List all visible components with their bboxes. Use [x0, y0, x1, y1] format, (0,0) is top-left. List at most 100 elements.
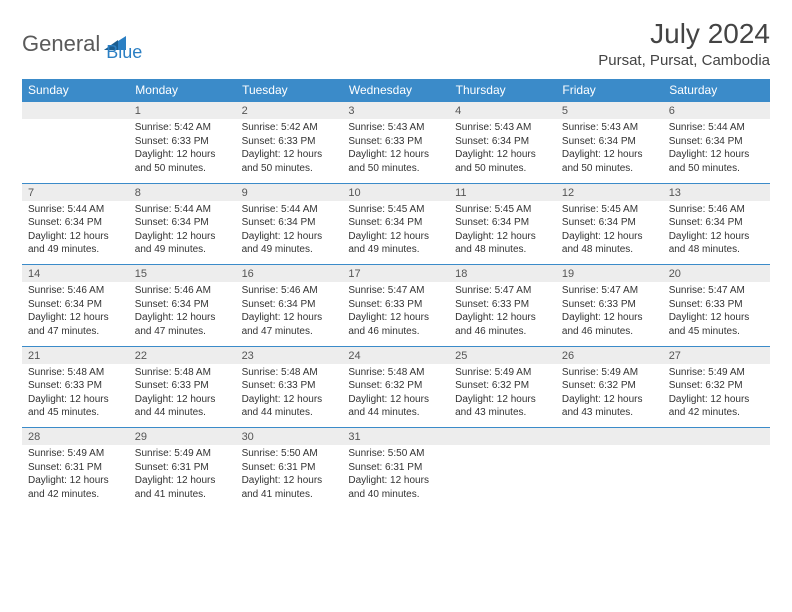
sunset-line: Sunset: 6:34 PM — [135, 298, 230, 312]
day-number: 20 — [663, 265, 770, 283]
day-number: 23 — [236, 346, 343, 364]
daylight-line: Daylight: 12 hours and 49 minutes. — [135, 230, 230, 257]
sunset-line: Sunset: 6:34 PM — [135, 216, 230, 230]
sunset-line: Sunset: 6:33 PM — [135, 135, 230, 149]
sunrise-line: Sunrise: 5:44 AM — [242, 203, 337, 217]
sunrise-line: Sunrise: 5:42 AM — [135, 121, 230, 135]
daylight-line: Daylight: 12 hours and 47 minutes. — [135, 311, 230, 338]
day-cell: Sunrise: 5:46 AMSunset: 6:34 PMDaylight:… — [236, 282, 343, 346]
sunrise-line: Sunrise: 5:50 AM — [348, 447, 443, 461]
sunset-line: Sunset: 6:33 PM — [348, 135, 443, 149]
weekday-header: Thursday — [449, 79, 556, 102]
daylight-line: Daylight: 12 hours and 40 minutes. — [348, 474, 443, 501]
day-cell: Sunrise: 5:42 AMSunset: 6:33 PMDaylight:… — [236, 119, 343, 183]
sunset-line: Sunset: 6:33 PM — [28, 379, 123, 393]
day-number: 27 — [663, 346, 770, 364]
day-number — [663, 428, 770, 446]
day-number-row: 21222324252627 — [22, 346, 770, 364]
sunrise-line: Sunrise: 5:48 AM — [242, 366, 337, 380]
day-cell: Sunrise: 5:49 AMSunset: 6:31 PMDaylight:… — [129, 445, 236, 509]
sunrise-line: Sunrise: 5:47 AM — [669, 284, 764, 298]
sunset-line: Sunset: 6:31 PM — [28, 461, 123, 475]
day-cell: Sunrise: 5:47 AMSunset: 6:33 PMDaylight:… — [663, 282, 770, 346]
day-number: 12 — [556, 183, 663, 201]
day-number: 31 — [342, 428, 449, 446]
day-cell: Sunrise: 5:45 AMSunset: 6:34 PMDaylight:… — [449, 201, 556, 265]
sunrise-line: Sunrise: 5:43 AM — [348, 121, 443, 135]
weekday-header: Monday — [129, 79, 236, 102]
day-cell: Sunrise: 5:44 AMSunset: 6:34 PMDaylight:… — [236, 201, 343, 265]
sunrise-line: Sunrise: 5:48 AM — [28, 366, 123, 380]
daylight-line: Daylight: 12 hours and 46 minutes. — [455, 311, 550, 338]
day-number: 26 — [556, 346, 663, 364]
day-number: 28 — [22, 428, 129, 446]
day-number: 8 — [129, 183, 236, 201]
day-cell — [22, 119, 129, 183]
daylight-line: Daylight: 12 hours and 42 minutes. — [28, 474, 123, 501]
sunrise-line: Sunrise: 5:46 AM — [135, 284, 230, 298]
sunset-line: Sunset: 6:34 PM — [348, 216, 443, 230]
day-cell: Sunrise: 5:50 AMSunset: 6:31 PMDaylight:… — [236, 445, 343, 509]
sunrise-line: Sunrise: 5:46 AM — [28, 284, 123, 298]
day-cell: Sunrise: 5:49 AMSunset: 6:31 PMDaylight:… — [22, 445, 129, 509]
sunrise-line: Sunrise: 5:47 AM — [455, 284, 550, 298]
day-number: 19 — [556, 265, 663, 283]
day-cell: Sunrise: 5:43 AMSunset: 6:34 PMDaylight:… — [449, 119, 556, 183]
logo-text-blue: Blue — [106, 42, 142, 63]
day-cell: Sunrise: 5:48 AMSunset: 6:33 PMDaylight:… — [22, 364, 129, 428]
sunrise-line: Sunrise: 5:48 AM — [135, 366, 230, 380]
day-number — [449, 428, 556, 446]
day-number: 17 — [342, 265, 449, 283]
day-cell: Sunrise: 5:46 AMSunset: 6:34 PMDaylight:… — [22, 282, 129, 346]
day-cell: Sunrise: 5:44 AMSunset: 6:34 PMDaylight:… — [129, 201, 236, 265]
sunrise-line: Sunrise: 5:46 AM — [242, 284, 337, 298]
sunrise-line: Sunrise: 5:44 AM — [135, 203, 230, 217]
daylight-line: Daylight: 12 hours and 50 minutes. — [562, 148, 657, 175]
weekday-header: Friday — [556, 79, 663, 102]
day-content-row: Sunrise: 5:42 AMSunset: 6:33 PMDaylight:… — [22, 119, 770, 183]
location-text: Pursat, Pursat, Cambodia — [598, 52, 770, 69]
day-cell: Sunrise: 5:46 AMSunset: 6:34 PMDaylight:… — [663, 201, 770, 265]
weekday-header-row: Sunday Monday Tuesday Wednesday Thursday… — [22, 79, 770, 102]
day-number: 18 — [449, 265, 556, 283]
day-cell: Sunrise: 5:46 AMSunset: 6:34 PMDaylight:… — [129, 282, 236, 346]
daylight-line: Daylight: 12 hours and 41 minutes. — [242, 474, 337, 501]
day-cell: Sunrise: 5:47 AMSunset: 6:33 PMDaylight:… — [449, 282, 556, 346]
sunset-line: Sunset: 6:33 PM — [135, 379, 230, 393]
day-number: 30 — [236, 428, 343, 446]
daylight-line: Daylight: 12 hours and 43 minutes. — [455, 393, 550, 420]
sunrise-line: Sunrise: 5:45 AM — [562, 203, 657, 217]
daylight-line: Daylight: 12 hours and 45 minutes. — [28, 393, 123, 420]
sunset-line: Sunset: 6:32 PM — [455, 379, 550, 393]
daylight-line: Daylight: 12 hours and 43 minutes. — [562, 393, 657, 420]
sunrise-line: Sunrise: 5:44 AM — [28, 203, 123, 217]
day-cell: Sunrise: 5:47 AMSunset: 6:33 PMDaylight:… — [342, 282, 449, 346]
weekday-header: Wednesday — [342, 79, 449, 102]
day-number: 11 — [449, 183, 556, 201]
sunrise-line: Sunrise: 5:49 AM — [455, 366, 550, 380]
daylight-line: Daylight: 12 hours and 47 minutes. — [242, 311, 337, 338]
daylight-line: Daylight: 12 hours and 44 minutes. — [348, 393, 443, 420]
sunset-line: Sunset: 6:33 PM — [242, 379, 337, 393]
day-cell: Sunrise: 5:48 AMSunset: 6:33 PMDaylight:… — [129, 364, 236, 428]
sunrise-line: Sunrise: 5:43 AM — [562, 121, 657, 135]
day-number: 5 — [556, 102, 663, 120]
day-number: 14 — [22, 265, 129, 283]
weekday-header: Sunday — [22, 79, 129, 102]
day-number: 29 — [129, 428, 236, 446]
daylight-line: Daylight: 12 hours and 46 minutes. — [562, 311, 657, 338]
daylight-line: Daylight: 12 hours and 50 minutes. — [455, 148, 550, 175]
day-cell: Sunrise: 5:45 AMSunset: 6:34 PMDaylight:… — [556, 201, 663, 265]
sunset-line: Sunset: 6:31 PM — [348, 461, 443, 475]
day-cell: Sunrise: 5:48 AMSunset: 6:33 PMDaylight:… — [236, 364, 343, 428]
day-number-row: 28293031 — [22, 428, 770, 446]
sunset-line: Sunset: 6:34 PM — [455, 216, 550, 230]
sunrise-line: Sunrise: 5:50 AM — [242, 447, 337, 461]
day-number: 3 — [342, 102, 449, 120]
day-number: 15 — [129, 265, 236, 283]
day-number: 9 — [236, 183, 343, 201]
calendar-table: Sunday Monday Tuesday Wednesday Thursday… — [22, 79, 770, 509]
day-cell: Sunrise: 5:50 AMSunset: 6:31 PMDaylight:… — [342, 445, 449, 509]
daylight-line: Daylight: 12 hours and 50 minutes. — [135, 148, 230, 175]
daylight-line: Daylight: 12 hours and 49 minutes. — [242, 230, 337, 257]
